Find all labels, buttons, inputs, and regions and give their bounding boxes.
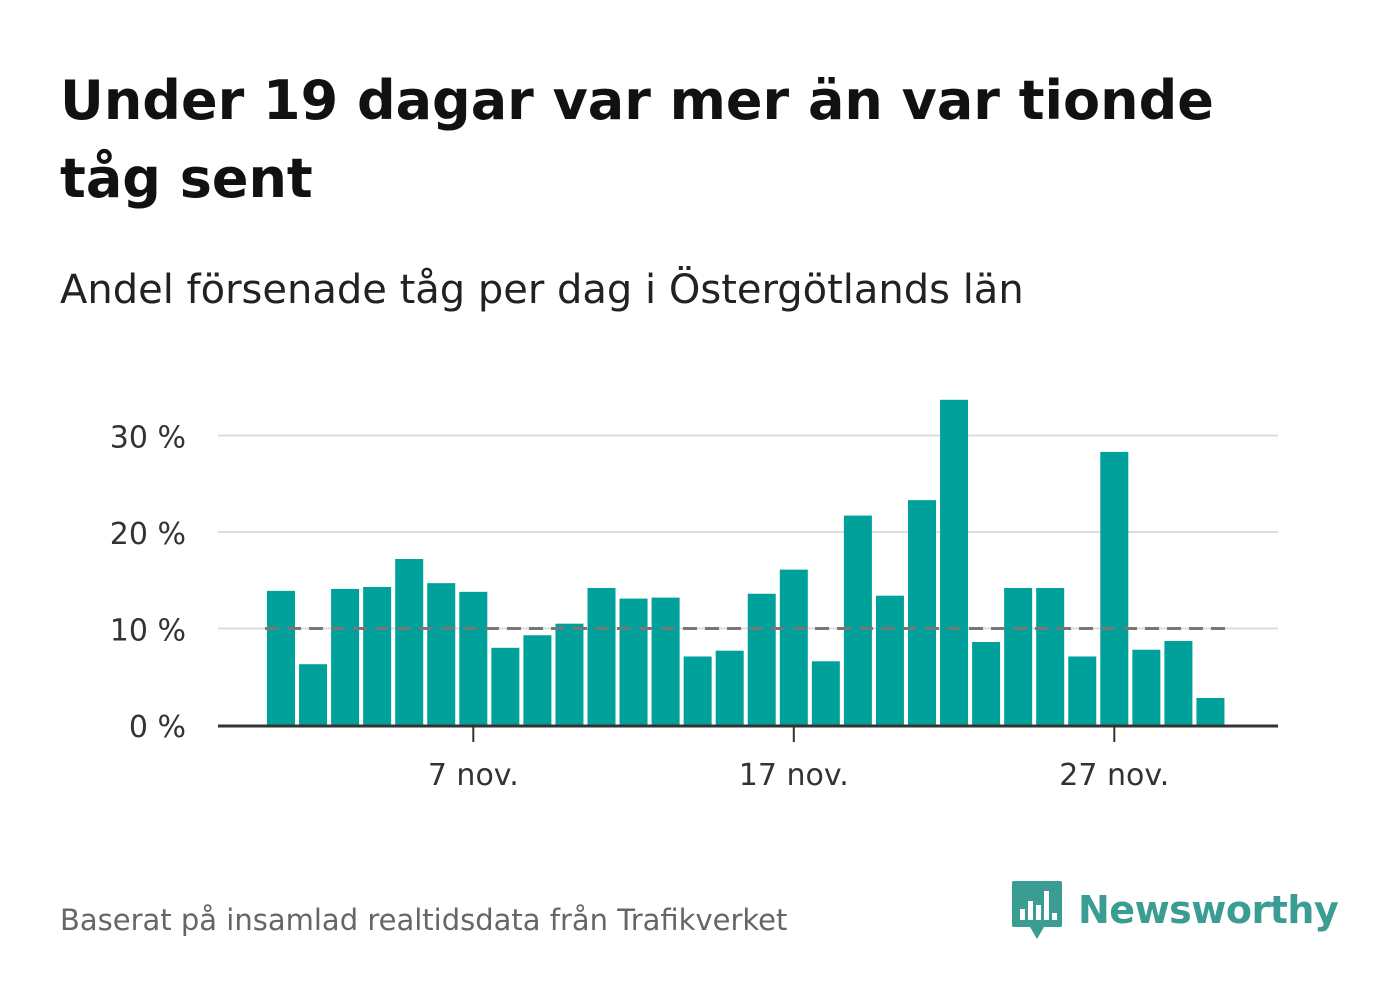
bar-6nov [427, 583, 456, 725]
bar-3nov [331, 588, 360, 725]
bar-11nov [587, 587, 616, 725]
bar-12nov [619, 598, 648, 725]
bar-15nov [715, 650, 744, 725]
y-tick-label: 0 % [129, 710, 186, 745]
bar-16nov [747, 593, 776, 725]
bar-27nov [1100, 451, 1129, 725]
x-tick-label: 7 nov. [428, 758, 519, 793]
bar-chart: 0 % 10 % 20 % 30 % 7 nov. 17 nov. 27 nov. [110, 399, 1278, 793]
chart-title: Under 19 dagar var mer än var tionde tåg… [60, 69, 1214, 210]
bar-1nov [267, 590, 295, 725]
y-tick-label: 20 % [110, 517, 186, 552]
bar-8nov [491, 647, 520, 725]
bar-23nov [972, 642, 1001, 725]
brand-logo[interactable]: Newsworthy [1010, 878, 1339, 942]
bar-10nov [555, 623, 584, 725]
bar-13nov [651, 597, 680, 725]
bar-26nov [1068, 656, 1097, 725]
y-axis-ticks: 0 % 10 % 20 % 30 % [110, 421, 186, 746]
bar-9nov [523, 635, 552, 725]
x-tick-label: 17 nov. [739, 758, 849, 793]
x-axis-ticks: 7 nov. 17 nov. 27 nov. [428, 726, 1169, 793]
chart-subtitle: Andel försenade tåg per dag i Östergötla… [60, 267, 1024, 313]
bar-24nov [1004, 587, 1033, 725]
newsworthy-bar-chart-icon [1012, 881, 1062, 939]
bar-7nov [459, 591, 488, 725]
y-tick-label: 10 % [110, 614, 186, 649]
bars [267, 399, 1225, 725]
bar-25nov [1036, 587, 1065, 725]
brand-name: Newsworthy [1078, 888, 1339, 932]
bar-4nov [363, 587, 392, 725]
bar-5nov [395, 559, 424, 725]
bar-14nov [683, 656, 712, 725]
bar-20nov [875, 595, 904, 725]
bar-17nov [779, 569, 808, 725]
bar-2nov [299, 664, 328, 725]
y-tick-label: 30 % [110, 421, 186, 456]
bar-21nov [908, 500, 936, 725]
bar-29nov [1164, 641, 1193, 725]
bar-22nov [940, 399, 969, 725]
bar-19nov [843, 515, 872, 725]
bar-28nov [1132, 649, 1161, 725]
bar-30nov [1196, 697, 1225, 725]
bar-18nov [811, 661, 840, 725]
x-tick-label: 27 nov. [1059, 758, 1169, 793]
source-note: Baserat på insamlad realtidsdata från Tr… [60, 903, 788, 937]
